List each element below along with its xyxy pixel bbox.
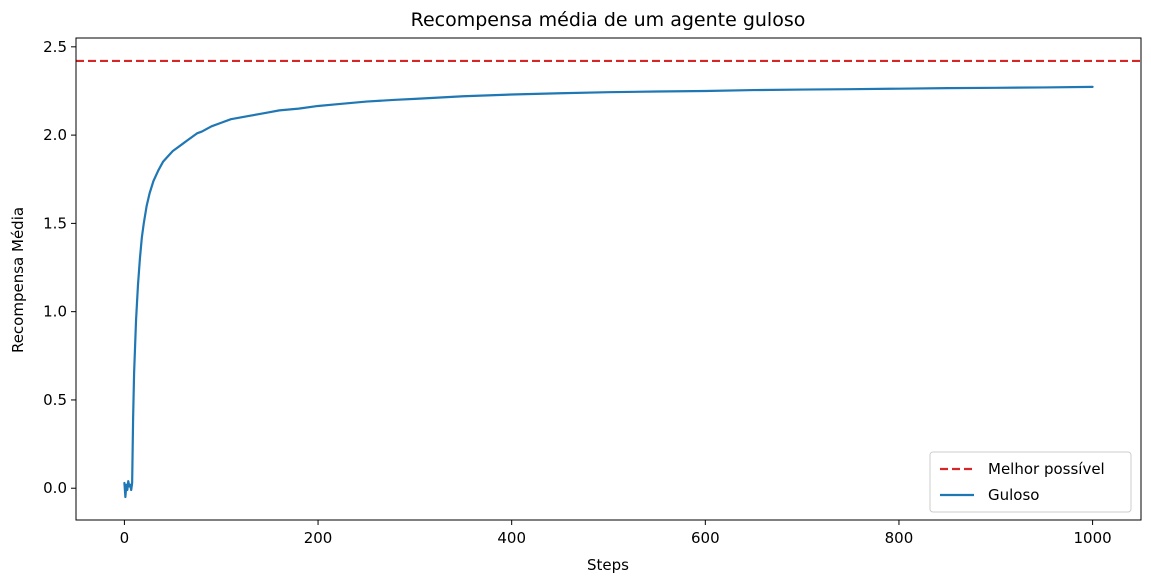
series-line-guloso (123, 85, 1094, 499)
x-tick-label: 400 (497, 529, 526, 547)
x-tick-label: 0 (120, 529, 130, 547)
x-axis: 0 200 400 600 800 1000 (120, 520, 1112, 547)
y-tick-label: 0.5 (43, 391, 67, 409)
x-tick-label: 1000 (1073, 529, 1111, 547)
legend-entry-label: Guloso (988, 486, 1039, 504)
chart-title: Recompensa média de um agente guloso (411, 9, 806, 31)
y-tick-label: 1.5 (43, 214, 67, 232)
y-tick-label: 1.0 (43, 303, 67, 321)
legend-box (929, 451, 1132, 513)
x-tick-label: 800 (885, 529, 914, 547)
plot-frame (75, 37, 1142, 521)
x-axis-label: Steps (587, 556, 629, 574)
y-tick-label: 2.0 (43, 126, 67, 144)
x-tick-label: 200 (304, 529, 333, 547)
legend: Melhor possível Guloso (929, 451, 1132, 513)
plot-content (76, 59, 1141, 499)
y-tick-label: 0.0 (43, 479, 67, 497)
y-axis: 0.0 0.5 1.0 1.5 2.0 2.5 (43, 38, 76, 497)
y-tick-label: 2.5 (43, 38, 67, 56)
plot-area (75, 37, 1142, 521)
legend-entry-label: Melhor possível (988, 460, 1105, 478)
y-axis-label: Recompensa Média (9, 207, 27, 353)
x-tick-label: 600 (691, 529, 720, 547)
